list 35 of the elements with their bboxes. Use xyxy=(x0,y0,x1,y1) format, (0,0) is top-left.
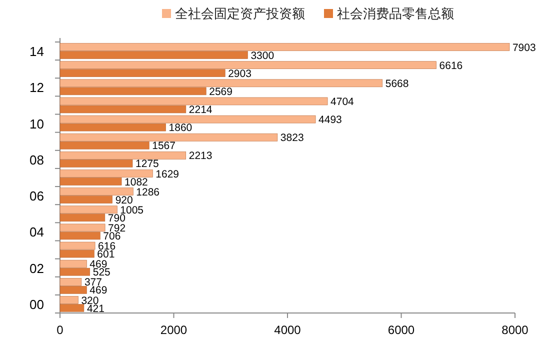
legend-label: 社会消费品零售总额 xyxy=(337,6,454,21)
y-tick-label: 08 xyxy=(30,152,44,168)
data-label: 2903 xyxy=(228,68,252,80)
x-tick-label: 8000 xyxy=(502,323,529,337)
legend-label: 全社会固定资产投资额 xyxy=(175,6,305,21)
data-label: 4704 xyxy=(330,96,354,108)
data-label: 1629 xyxy=(156,168,180,180)
y-tick-label: 12 xyxy=(30,80,44,96)
x-tick-label: 4000 xyxy=(274,323,302,337)
data-label: 2214 xyxy=(188,104,212,116)
data-label: 1275 xyxy=(136,158,160,170)
y-tick-label: 14 xyxy=(30,44,44,60)
data-label: 1567 xyxy=(152,140,176,152)
data-label: 3300 xyxy=(250,50,274,62)
data-label: 1860 xyxy=(168,122,192,134)
data-label: 3823 xyxy=(280,132,304,144)
data-label: 2213 xyxy=(188,150,212,162)
y-tick-label: 10 xyxy=(30,116,44,132)
data-label: 1082 xyxy=(124,176,148,188)
y-tick-label: 04 xyxy=(30,224,44,240)
data-label: 706 xyxy=(103,230,121,242)
data-label: 7903 xyxy=(512,42,536,54)
data-label: 920 xyxy=(115,194,134,206)
data-label: 1286 xyxy=(136,186,160,198)
x-tick-label: 2000 xyxy=(160,323,188,337)
y-tick-label: 00 xyxy=(30,296,44,312)
y-tick-label: 06 xyxy=(30,188,44,204)
data-label: 4493 xyxy=(318,114,342,126)
data-label: 790 xyxy=(108,212,126,224)
data-label: 6616 xyxy=(439,60,463,72)
data-label: 2569 xyxy=(209,86,233,98)
x-tick-label: 0 xyxy=(56,323,64,337)
data-label: 5668 xyxy=(385,78,409,90)
y-tick-label: 02 xyxy=(30,260,44,276)
x-tick-label: 6000 xyxy=(388,323,415,337)
